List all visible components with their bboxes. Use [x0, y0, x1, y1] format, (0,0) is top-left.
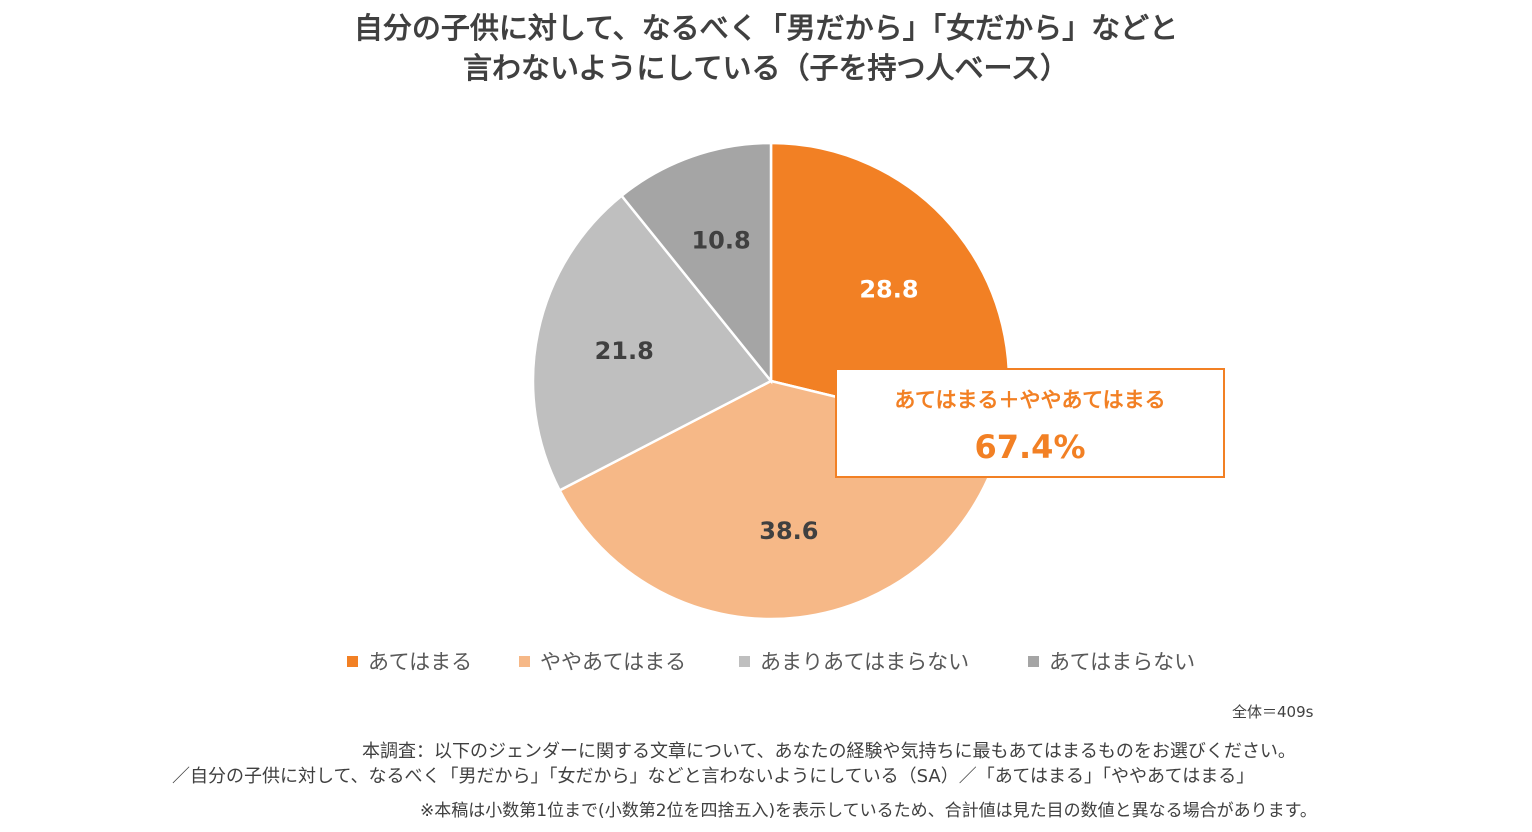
callout-label: あてはまる＋ややあてはまる	[894, 388, 1166, 412]
pie-label-yaya-atehamaru: 38.6	[759, 517, 818, 545]
pie-label-amari-atehamaranai: 21.8	[595, 337, 654, 365]
sample-size-note: 全体＝409s	[1232, 703, 1314, 721]
chart-title-line-2: 言わないようにしている（子を持つ人ベース）	[462, 51, 1070, 85]
legend-item-amari-atehamaranai: あまりあてはまらない	[739, 646, 969, 676]
legend-label: あまりあてはまらない	[760, 650, 970, 674]
legend-item-atehamaru: あてはまる	[347, 646, 472, 676]
legend-swatch	[519, 655, 530, 667]
combined-callout: あてはまる＋ややあてはまる 67.4%	[835, 368, 1225, 478]
legend-label: あてはまる	[368, 650, 473, 674]
pie-label-atehamaru: 28.8	[859, 275, 918, 303]
legend-swatch	[1028, 655, 1039, 667]
callout-value: 67.4%	[974, 428, 1086, 466]
legend-swatch	[739, 655, 750, 667]
pie-slice-atehamaranai	[619, 141, 773, 385]
survey-item-note: ／自分の子供に対して、なるべく「男だから」「女だから」などと言わないようにしてい…	[172, 766, 1255, 787]
legend-item-atehamaranai: あてはまらない	[1028, 646, 1195, 676]
legend-label: ややあてはまる	[540, 650, 687, 674]
legend-label: あてはまらない	[1049, 650, 1196, 674]
survey-question-note: 本調査：以下のジェンダーに関する文章について、あなたの経験や気持ちに最もあてはま…	[362, 741, 1296, 762]
rounding-note: ※本稿は小数第1位まで(小数第2位を四捨五入)を表示しているため、合計値は見た目…	[420, 801, 1317, 821]
chart-title-line-1: 自分の子供に対して、なるべく「男だから」「女だから」などと	[353, 11, 1179, 45]
pie-slice-amari-atehamaranai	[531, 193, 773, 493]
legend: あてはまる ややあてはまる あまりあてはまらない あてはまらない	[0, 646, 1532, 676]
legend-item-yaya-atehamaru: ややあてはまる	[519, 646, 686, 676]
legend-swatch	[347, 655, 358, 667]
pie-label-atehamaranai: 10.8	[691, 227, 750, 255]
